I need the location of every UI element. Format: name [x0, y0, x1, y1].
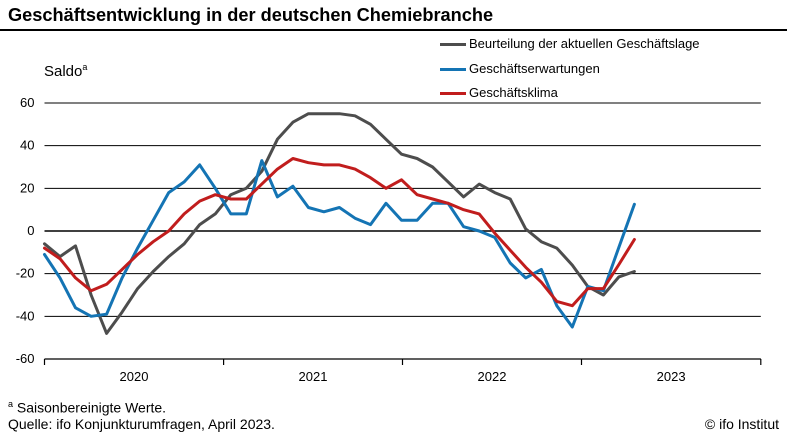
- svg-text:2020: 2020: [120, 369, 149, 384]
- svg-text:2021: 2021: [299, 369, 328, 384]
- svg-text:2022: 2022: [478, 369, 507, 384]
- svg-text:60: 60: [20, 95, 34, 110]
- svg-text:-40: -40: [16, 308, 35, 323]
- svg-text:2023: 2023: [657, 369, 686, 384]
- svg-text:20: 20: [20, 180, 34, 195]
- svg-text:-60: -60: [16, 351, 35, 366]
- svg-text:0: 0: [27, 223, 34, 238]
- svg-text:40: 40: [20, 138, 34, 153]
- svg-text:-20: -20: [16, 266, 35, 281]
